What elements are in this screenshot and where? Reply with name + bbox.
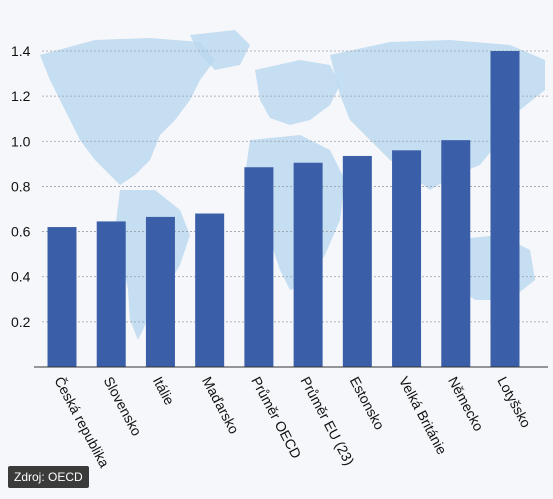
bar bbox=[392, 150, 422, 367]
north-america-shape bbox=[40, 38, 215, 185]
bar bbox=[47, 227, 77, 367]
bar bbox=[490, 51, 520, 367]
y-tick-label: 0.8 bbox=[11, 178, 31, 194]
bar bbox=[293, 162, 323, 367]
x-category-label: Česká republika bbox=[51, 374, 112, 470]
greenland-shape bbox=[190, 30, 250, 70]
y-axis-ticks: 0.2 0.4 0.6 0.8 1.0 1.2 1.4 bbox=[11, 43, 31, 330]
source-badge: Zdroj: OECD bbox=[8, 466, 89, 488]
bar bbox=[195, 213, 225, 367]
x-category-label: Průměr EU (23) bbox=[297, 374, 357, 468]
y-tick-label: 0.6 bbox=[11, 224, 31, 240]
y-tick-label: 1.0 bbox=[11, 133, 31, 149]
bar bbox=[441, 140, 471, 367]
bar bbox=[96, 221, 126, 367]
x-category-label: Estonsko bbox=[347, 374, 388, 433]
y-tick-label: 1.4 bbox=[11, 43, 31, 59]
europe-shape bbox=[255, 60, 340, 125]
y-tick-label: 0.4 bbox=[11, 269, 31, 285]
y-tick-label: 1.2 bbox=[11, 88, 31, 104]
y-tick-label: 0.2 bbox=[11, 314, 31, 330]
x-category-label: Průměr OECD bbox=[248, 374, 304, 461]
bar bbox=[145, 216, 175, 367]
x-category-label: Německo bbox=[445, 374, 487, 434]
bar bbox=[342, 155, 372, 367]
x-category-label: Maďarsko bbox=[199, 374, 242, 437]
x-category-label: Lotyšsko bbox=[494, 374, 534, 430]
x-category-label: Velká Británie bbox=[396, 374, 450, 457]
bars bbox=[47, 51, 520, 367]
x-category-label: Slovensko bbox=[101, 374, 146, 439]
x-category-label: Itálie bbox=[150, 374, 178, 408]
bar bbox=[244, 167, 274, 367]
